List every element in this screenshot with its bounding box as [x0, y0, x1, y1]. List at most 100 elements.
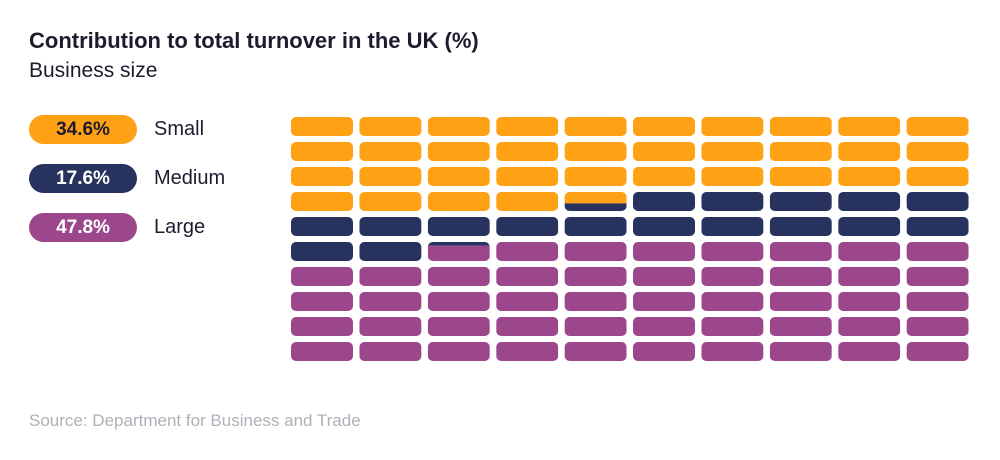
- waffle-cell: [427, 192, 490, 211]
- waffle-cell: [359, 292, 422, 311]
- waffle-cell: [359, 317, 422, 336]
- waffle-cell: [564, 217, 627, 236]
- waffle-cell: [427, 267, 490, 286]
- waffle-cell: [701, 192, 764, 211]
- waffle-cell: [701, 267, 764, 286]
- waffle-cell: [633, 267, 695, 286]
- waffle-fill-small: [769, 167, 832, 186]
- waffle-fill-medium: [701, 192, 764, 211]
- waffle-fill-large: [838, 242, 901, 261]
- waffle-fill-small: [906, 117, 969, 136]
- waffle-fill-large: [291, 317, 353, 336]
- waffle-fill-small: [564, 117, 627, 136]
- waffle-fill-large: [427, 342, 490, 361]
- waffle-fill-small: [291, 117, 353, 136]
- waffle-fill-large: [564, 267, 627, 286]
- chart-subtitle: Business size: [29, 59, 158, 82]
- waffle-fill-large: [633, 267, 695, 286]
- waffle-fill-large: [496, 292, 559, 311]
- waffle-fill-small: [359, 117, 422, 136]
- waffle-cell: [838, 242, 901, 261]
- waffle-fill-large: [633, 292, 695, 311]
- waffle-cell: [633, 292, 695, 311]
- waffle-cell: [291, 117, 353, 136]
- legend-pill-large: 47.8%: [29, 213, 137, 242]
- waffle-cell: [906, 267, 969, 286]
- waffle-cell: [564, 242, 627, 261]
- waffle-cell: [769, 217, 832, 236]
- waffle-fill-large: [496, 242, 559, 261]
- waffle-fill-medium: [427, 217, 490, 236]
- waffle-fill-large: [769, 242, 832, 261]
- waffle-cell: [496, 167, 559, 186]
- waffle-cell: [701, 167, 764, 186]
- waffle-fill-large: [359, 267, 422, 286]
- waffle-fill-large: [906, 242, 969, 261]
- waffle-cell: [633, 342, 695, 361]
- waffle-fill-large: [838, 342, 901, 361]
- waffle-cell: [359, 342, 422, 361]
- waffle-fill-medium: [701, 217, 764, 236]
- waffle-fill-large: [359, 292, 422, 311]
- waffle-fill-large: [633, 242, 695, 261]
- waffle-cell: [564, 267, 627, 286]
- waffle-fill-small: [291, 192, 353, 211]
- waffle-cell: [906, 192, 969, 211]
- waffle-fill-small: [427, 117, 490, 136]
- waffle-cell: [633, 242, 695, 261]
- waffle-fill-large: [359, 342, 422, 361]
- waffle-cell: [427, 142, 490, 161]
- waffle-fill-large: [496, 317, 559, 336]
- waffle-fill-small: [359, 192, 422, 211]
- waffle-cell: [838, 267, 901, 286]
- waffle-fill-large: [906, 292, 969, 311]
- waffle-cell: [564, 292, 627, 311]
- waffle-fill-small: [906, 167, 969, 186]
- waffle-cell: [906, 142, 969, 161]
- legend: 34.6% Small 17.6% Medium 47.8% Large: [29, 115, 226, 264]
- waffle-fill-large: [701, 267, 764, 286]
- waffle-cell: [769, 242, 832, 261]
- legend-item-large: 47.8% Large: [29, 213, 225, 242]
- waffle-cell: [906, 117, 969, 136]
- waffle-fill-small: [838, 142, 901, 161]
- waffle-fill-medium: [496, 217, 559, 236]
- waffle-cell: [496, 142, 559, 161]
- waffle-cell: [906, 342, 969, 361]
- legend-label-large: Large: [154, 216, 206, 238]
- waffle-fill-medium: [906, 192, 969, 211]
- waffle-fill-large: [291, 292, 353, 311]
- source-note: Source: Department for Business and Trad…: [29, 411, 361, 430]
- waffle-fill-medium: [769, 217, 832, 236]
- waffle-cell: [427, 242, 490, 261]
- waffle-fill-large: [496, 267, 559, 286]
- waffle-cell: [564, 142, 627, 161]
- waffle-fill-medium: [564, 217, 627, 236]
- waffle-cell: [427, 317, 490, 336]
- waffle-fill-small: [701, 167, 764, 186]
- waffle-fill-medium: [427, 242, 490, 246]
- waffle-cell: [564, 317, 627, 336]
- waffle-fill-medium: [359, 242, 422, 261]
- waffle-fill-large: [427, 317, 490, 336]
- waffle-fill-large: [427, 292, 490, 311]
- waffle-cell: [496, 242, 559, 261]
- legend-label-small: Small: [154, 118, 205, 140]
- waffle-cell: [291, 217, 353, 236]
- waffle-cell: [291, 142, 353, 161]
- waffle-fill-small: [359, 142, 422, 161]
- waffle-fill-small: [564, 142, 627, 161]
- legend-label-medium: Medium: [154, 167, 226, 189]
- legend-item-small: 34.6% Small: [29, 115, 225, 144]
- waffle-fill-small: [496, 167, 559, 186]
- waffle-cell: [564, 167, 627, 186]
- waffle-fill-large: [769, 317, 832, 336]
- waffle-cell: [496, 317, 559, 336]
- waffle-fill-small: [701, 142, 764, 161]
- waffle-cell: [906, 167, 969, 186]
- waffle-fill-medium: [564, 203, 627, 211]
- waffle-cell: [769, 117, 832, 136]
- waffle-cell: [769, 342, 832, 361]
- waffle-fill-medium: [838, 192, 901, 211]
- waffle-fill-large: [701, 317, 764, 336]
